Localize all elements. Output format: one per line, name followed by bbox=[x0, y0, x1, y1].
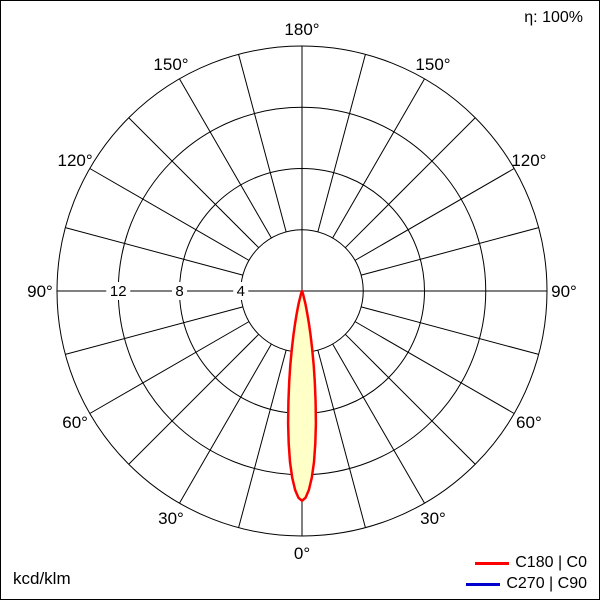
grid-spoke bbox=[354, 168, 515, 261]
legend: C180 | C0 C270 | C90 bbox=[466, 554, 587, 593]
scale-tick-label: 8 bbox=[175, 283, 183, 300]
angle-label: 180° bbox=[284, 20, 319, 39]
angle-label: 120° bbox=[58, 151, 93, 170]
grid-spoke bbox=[332, 343, 425, 504]
unit-label: kcd/klm bbox=[13, 569, 71, 588]
scale-label-bg bbox=[172, 282, 187, 300]
angle-label: 30° bbox=[420, 509, 446, 528]
red-line-swatch-icon bbox=[475, 561, 510, 565]
angle-label: 150° bbox=[153, 55, 188, 74]
angle-label: 60° bbox=[516, 413, 542, 432]
legend-item-c270-c90: C270 | C90 bbox=[466, 575, 587, 593]
beam-curve bbox=[286, 289, 318, 503]
grid-spoke bbox=[344, 117, 476, 249]
angle-label: 150° bbox=[415, 55, 450, 74]
efficiency-label: η: 100% bbox=[524, 9, 583, 26]
grid-spoke bbox=[317, 54, 366, 232]
legend-label-c270-c90: C270 | C90 bbox=[506, 575, 587, 592]
grid-spoke bbox=[238, 54, 287, 232]
grid-spoke bbox=[65, 306, 243, 355]
angle-label: 0° bbox=[294, 544, 310, 563]
blue-line-swatch-icon bbox=[466, 582, 501, 586]
scale-label-bg bbox=[106, 282, 131, 300]
scale-tick-label: 12 bbox=[110, 283, 127, 300]
grid-spoke bbox=[361, 227, 539, 276]
grid-spoke bbox=[317, 350, 366, 528]
grid-spoke bbox=[361, 306, 539, 355]
grid-spoke bbox=[332, 78, 425, 239]
scale-label-bg bbox=[233, 282, 249, 300]
grid-spoke bbox=[89, 321, 250, 414]
angle-label: 90° bbox=[27, 282, 53, 301]
scale-tick-label: 4 bbox=[237, 283, 245, 300]
grid-spoke bbox=[89, 168, 250, 261]
grid-spoke bbox=[128, 117, 260, 249]
angle-label: 30° bbox=[158, 509, 184, 528]
legend-label-c180-c0: C180 | C0 bbox=[515, 554, 587, 571]
grid-spoke bbox=[65, 227, 243, 276]
angle-label: 120° bbox=[511, 151, 546, 170]
legend-item-c180-c0: C180 | C0 bbox=[466, 554, 587, 572]
grid-spoke bbox=[179, 78, 272, 239]
angle-label: 60° bbox=[62, 413, 88, 432]
grid-spoke bbox=[344, 333, 476, 465]
angle-label: 90° bbox=[551, 282, 577, 301]
grid-spoke bbox=[238, 350, 287, 528]
grid-spoke bbox=[128, 333, 260, 465]
grid-spoke bbox=[179, 343, 272, 504]
grid-spoke bbox=[354, 321, 515, 414]
